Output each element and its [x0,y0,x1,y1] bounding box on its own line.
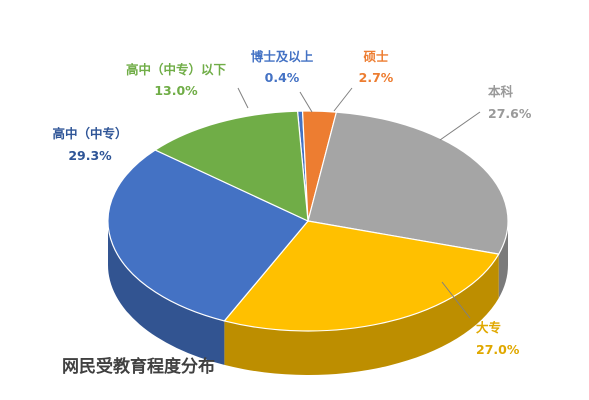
slice-value-label-3: 27.0% [476,342,520,357]
leader-line-5 [237,87,249,109]
slice-value-label-4: 29.3% [68,148,112,163]
slice-value-label-1: 2.7% [359,70,394,85]
slice-name-label-4: 高中（中专） [52,126,127,141]
slice-value-label-2: 27.6% [488,106,532,121]
slice-name-label-1: 硕士 [363,49,389,64]
slice-labels: 博士及以上 0.4% 硕士 2.7% 本科 27.6% 大专 27.0% 高中（中专） 29.3%… [52,49,531,357]
leader-lines [237,87,481,319]
pie-slice-5 [154,110,309,222]
pie-slice-2 [307,111,509,255]
slice-value-label-0: 0.4% [265,70,300,85]
slice-value-label-5: 13.0% [154,83,198,98]
leader-line-1 [333,87,353,112]
pie-tops [107,110,509,332]
pie-slice-4 [107,149,309,322]
chart-title: 网民受教育程度分布 [62,356,215,377]
pie-slice-side-4 [107,221,225,365]
leader-line-2 [439,111,481,141]
slice-name-label-0: 博士及以上 [251,49,314,64]
leader-line-0 [299,91,313,113]
pie-slice-side-3 [224,254,499,375]
pie-slice-side-2 [498,221,508,299]
slice-name-label-2: 本科 [488,84,514,99]
pie-slice-3 [223,220,500,332]
leader-line-3 [441,281,471,319]
slice-name-label-3: 大专 [476,320,501,335]
slice-name-label-5: 高中（中专）以下 [126,62,227,77]
